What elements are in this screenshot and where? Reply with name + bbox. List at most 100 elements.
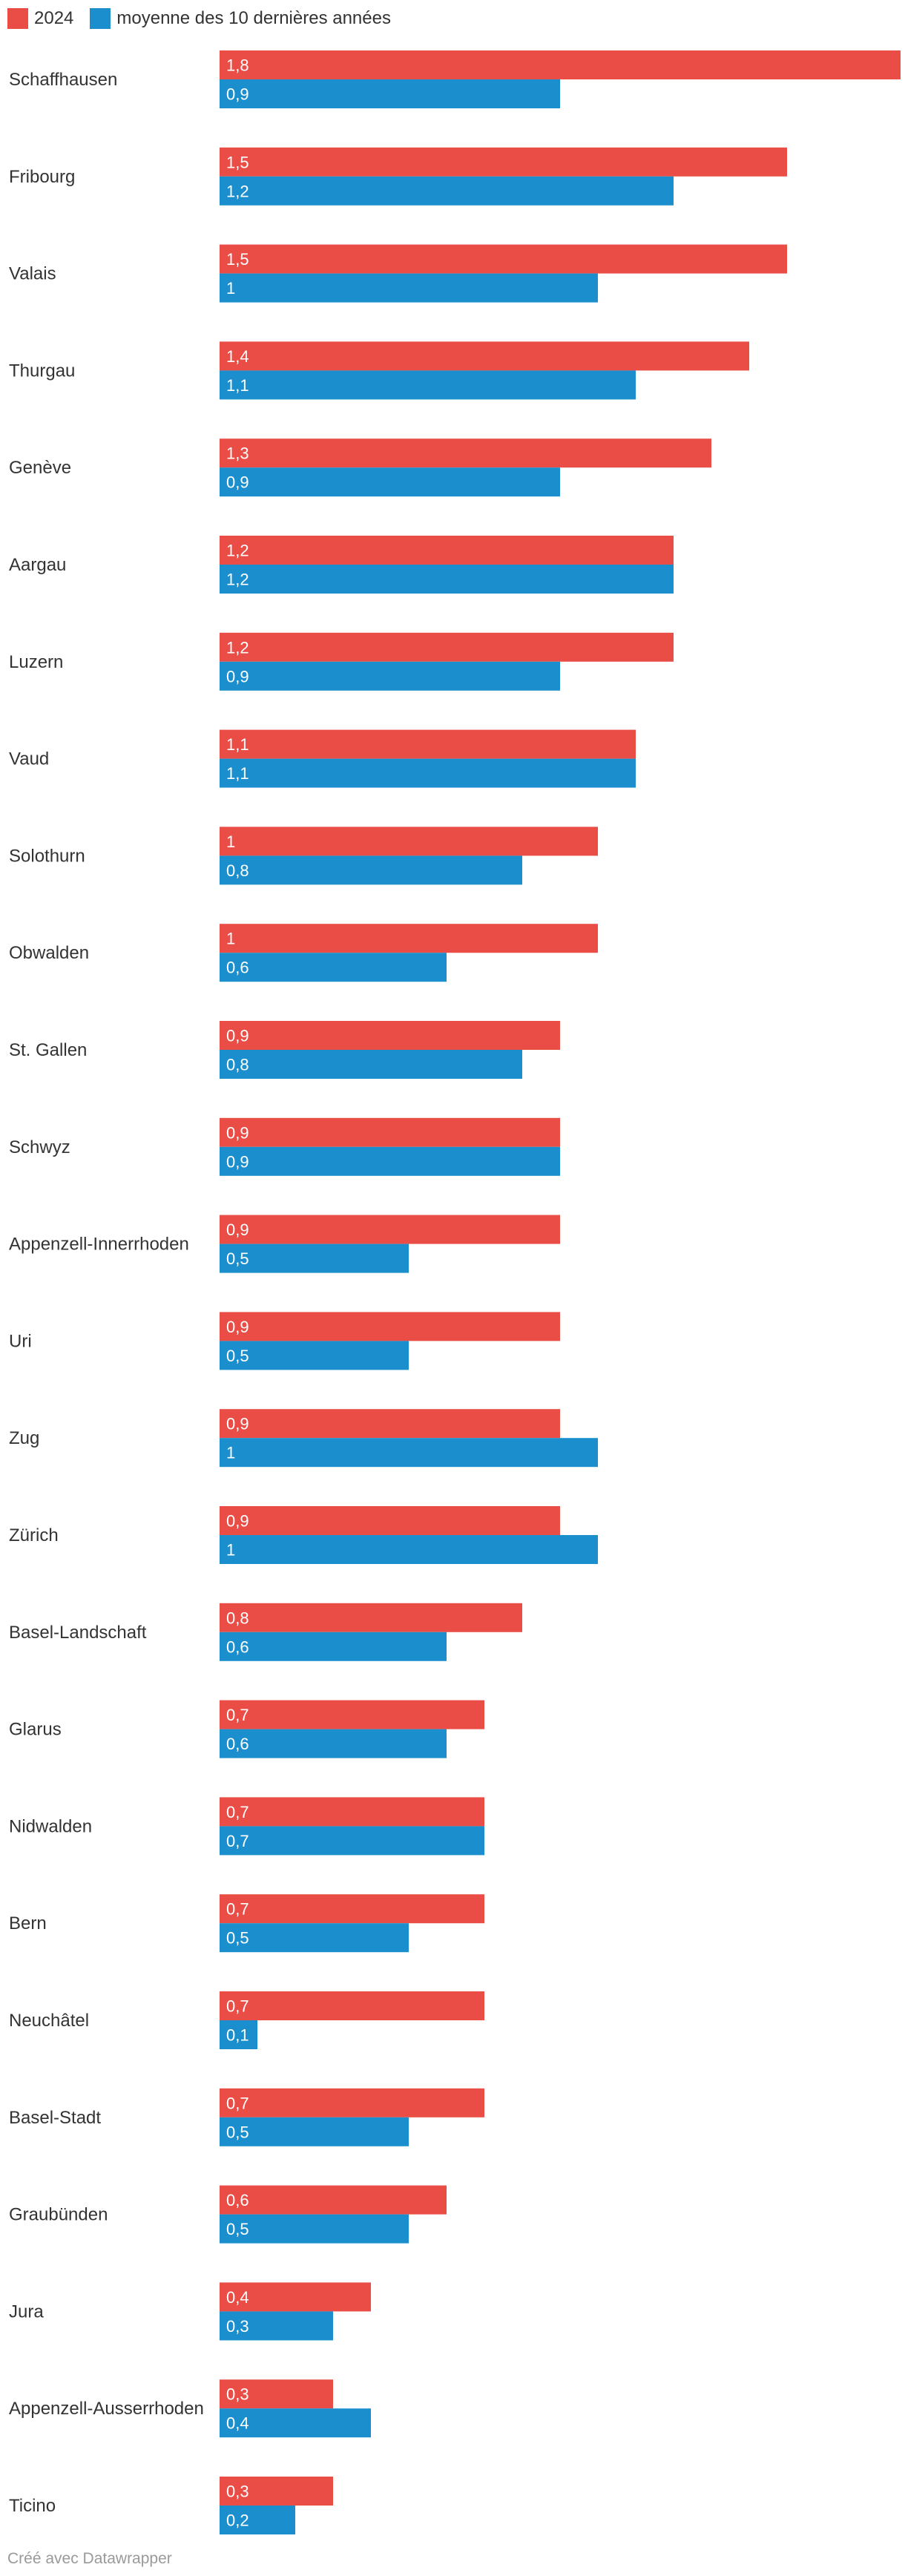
category-label: Schwyz	[9, 1137, 70, 1157]
bar-average[interactable]	[220, 176, 674, 206]
category-label: Solothurn	[9, 846, 85, 866]
category-row-ticino: Ticino 0,3 0,2	[9, 2477, 333, 2534]
legend-label-2024: 2024	[34, 8, 74, 28]
bar-average[interactable]	[220, 661, 560, 691]
bar-2024[interactable]	[220, 827, 598, 856]
bar-average[interactable]	[220, 1341, 409, 1370]
bar-2024[interactable]	[220, 2282, 371, 2312]
bar-2024[interactable]	[220, 536, 674, 565]
category-label: Basel-Landschaft	[9, 1623, 147, 1643]
bar-2024[interactable]	[220, 1021, 560, 1050]
value-label-2024: 0,4	[226, 2288, 249, 2307]
value-label-average: 1,1	[226, 764, 249, 783]
bar-average[interactable]	[220, 1146, 560, 1176]
value-label-average: 0,8	[226, 1056, 249, 1074]
bar-average[interactable]	[220, 2214, 409, 2244]
value-label-average: 0,6	[226, 959, 249, 977]
value-label-2024: 0,7	[226, 1706, 249, 1724]
bar-2024[interactable]	[220, 244, 787, 274]
bar-average[interactable]	[220, 1535, 598, 1564]
value-label-2024: 0,9	[226, 1415, 249, 1433]
category-label: Zug	[9, 1428, 39, 1448]
bar-2024[interactable]	[220, 1215, 560, 1244]
bar-2024[interactable]	[220, 632, 674, 662]
category-row-geneve: Genève 1,3 0,9	[9, 438, 711, 497]
bar-2024[interactable]	[220, 729, 636, 759]
bar-average[interactable]	[220, 1243, 409, 1273]
footer-credit[interactable]: Créé avec Datawrapper	[7, 2550, 172, 2567]
value-label-2024: 1,3	[226, 444, 249, 463]
category-label: Appenzell-Ausserrhoden	[9, 2399, 204, 2419]
bar-average[interactable]	[220, 1729, 447, 1758]
bar-average[interactable]	[220, 758, 636, 788]
bar-2024[interactable]	[220, 1409, 560, 1439]
bar-average[interactable]	[220, 1050, 522, 1079]
bar-2024[interactable]	[220, 1506, 560, 1535]
bar-average[interactable]	[220, 2506, 295, 2534]
bar-average[interactable]	[220, 565, 674, 594]
bar-2024[interactable]	[220, 1991, 484, 2020]
bar-2024[interactable]	[220, 1797, 484, 1827]
value-label-2024: 0,7	[226, 2094, 249, 2112]
value-label-2024: 0,9	[226, 1512, 249, 1531]
bar-2024[interactable]	[220, 50, 901, 79]
category-row-glarus: Glarus 0,7 0,6	[9, 1700, 484, 1758]
value-label-average: 1	[226, 1541, 235, 1560]
legend-swatch-2024	[7, 8, 28, 29]
bar-average[interactable]	[220, 2408, 371, 2438]
bar-2024[interactable]	[220, 438, 711, 468]
value-label-2024: 1,8	[226, 56, 249, 75]
category-label: Neuchâtel	[9, 2011, 89, 2031]
bar-2024[interactable]	[220, 924, 598, 953]
category-row-aargau: Aargau 1,2 1,2	[9, 536, 674, 594]
category-label: Graubünden	[9, 2205, 108, 2225]
category-row-jura: Jura 0,4 0,3	[9, 2282, 371, 2341]
chart-legend: 2024 moyenne des 10 dernières années	[7, 6, 407, 31]
bar-2024[interactable]	[220, 2088, 484, 2117]
bar-average[interactable]	[220, 2117, 409, 2146]
category-label: Jura	[9, 2301, 44, 2322]
category-label: Appenzell-Innerrhoden	[9, 1235, 189, 1255]
bar-2024[interactable]	[220, 2477, 333, 2506]
category-label: Obwalden	[9, 943, 89, 963]
bar-2024[interactable]	[220, 147, 787, 177]
category-row-schaffhausen: Schaffhausen 1,8 0,9	[9, 50, 901, 108]
value-label-average: 1,2	[226, 571, 249, 589]
bar-average[interactable]	[220, 79, 560, 108]
value-label-2024: 0,3	[226, 2385, 249, 2404]
bar-average[interactable]	[220, 2020, 257, 2049]
value-label-average: 0,9	[226, 473, 249, 492]
value-label-2024: 1,5	[226, 250, 249, 269]
category-row-schwyz: Schwyz 0,9 0,9	[9, 1117, 560, 1176]
category-label: Nidwalden	[9, 1816, 92, 1836]
value-label-average: 0,4	[226, 2414, 249, 2433]
legend-item-2024[interactable]: 2024	[7, 8, 73, 29]
bar-average[interactable]	[220, 1923, 409, 1953]
bar-2024[interactable]	[220, 1312, 560, 1341]
bar-average[interactable]	[220, 1438, 598, 1468]
value-label-2024: 1,5	[226, 153, 249, 171]
bar-average[interactable]	[220, 2311, 333, 2341]
bar-average[interactable]	[220, 467, 560, 497]
category-label: Thurgau	[9, 361, 75, 381]
bar-2024[interactable]	[220, 1700, 484, 1729]
bar-average[interactable]	[220, 1632, 447, 1661]
bar-2024[interactable]	[220, 1117, 560, 1147]
bar-average[interactable]	[220, 370, 636, 400]
bar-2024[interactable]	[220, 341, 749, 371]
value-label-average: 0,5	[226, 1249, 249, 1268]
bar-average[interactable]	[220, 1826, 484, 1856]
bar-average[interactable]	[220, 953, 447, 982]
value-label-2024: 0,9	[226, 1027, 249, 1045]
bar-2024[interactable]	[220, 1603, 522, 1632]
value-label-2024: 1,4	[226, 347, 249, 366]
legend-item-average[interactable]: moyenne des 10 dernières années	[90, 8, 391, 29]
bar-2024[interactable]	[220, 2379, 333, 2409]
bar-2024[interactable]	[220, 1894, 484, 1924]
bar-average[interactable]	[220, 855, 522, 885]
value-label-average: 0,9	[226, 667, 249, 686]
value-label-2024: 0,3	[226, 2483, 249, 2501]
bar-average[interactable]	[220, 273, 598, 303]
bar-2024[interactable]	[220, 2185, 447, 2215]
value-label-average: 0,5	[226, 1347, 249, 1365]
